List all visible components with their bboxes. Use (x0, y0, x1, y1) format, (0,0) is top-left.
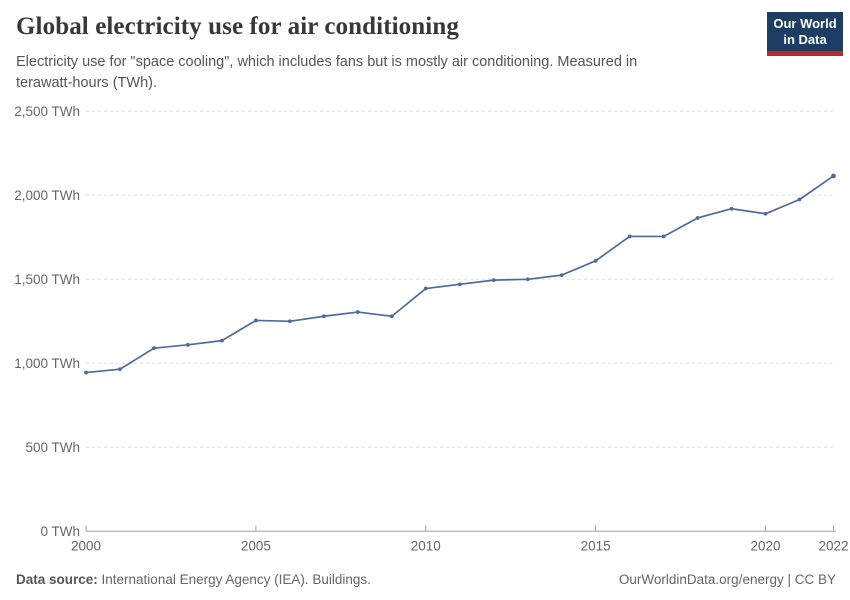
data-point[interactable] (84, 370, 88, 375)
data-point[interactable] (287, 319, 292, 324)
data-point[interactable] (355, 310, 360, 314)
owid-url-link[interactable]: OurWorldinData.org/energy | CC BY (618, 572, 836, 587)
data-point[interactable] (525, 277, 530, 282)
data-point[interactable] (661, 234, 666, 239)
data-source-text: International Energy Agency (IEA). Build… (97, 572, 371, 587)
owid-logo-box: Our World in Data (767, 12, 843, 51)
owid-logo-accent-bar (767, 51, 843, 56)
data-point[interactable] (118, 367, 122, 372)
data-point[interactable] (797, 197, 802, 202)
owid-logo[interactable]: Our World in Data (767, 12, 843, 56)
x-axis-label: 2005 (241, 538, 271, 553)
data-point[interactable] (695, 216, 700, 220)
y-axis-label: 2,500 TWh (14, 104, 80, 119)
x-axis-label: 2000 (71, 538, 101, 553)
data-line[interactable] (85, 175, 835, 374)
chart-subtitle: Electricity use for "space cooling", whi… (16, 54, 638, 91)
x-axis-label: 2022 (818, 538, 848, 553)
data-point[interactable] (186, 342, 190, 347)
y-axis-label: 0 TWh (40, 524, 80, 539)
data-point[interactable] (423, 286, 428, 291)
owid-logo-line2: in Data (783, 32, 827, 47)
data-point[interactable] (627, 234, 632, 239)
data-point[interactable] (559, 273, 564, 277)
data-point[interactable] (729, 206, 734, 211)
page-title: Global electricity use for air condition… (16, 13, 459, 40)
owid-logo-line1: Our World (773, 16, 837, 31)
x-axis-label: 2020 (751, 538, 781, 553)
data-point[interactable] (389, 314, 394, 319)
data-point[interactable] (763, 211, 768, 216)
data-point[interactable] (831, 173, 836, 179)
data-point[interactable] (457, 282, 462, 287)
y-axis-label: 1,000 TWh (14, 356, 80, 371)
data-point[interactable] (253, 318, 258, 323)
y-axis-label: 1,500 TWh (14, 272, 80, 287)
data-point[interactable] (593, 258, 598, 263)
data-point[interactable] (491, 278, 496, 283)
chart-footer: Data source: International Energy Agency… (16, 572, 836, 587)
data-point[interactable] (220, 338, 224, 343)
y-axis-label: 500 TWh (25, 440, 80, 455)
x-axis-label: 2015 (581, 538, 611, 553)
data-point[interactable] (152, 346, 156, 351)
x-axis-label: 2010 (411, 538, 441, 553)
data-source-note: Data source: International Energy Agency… (16, 572, 371, 587)
data-source-label: Data source: (16, 572, 98, 587)
data-point[interactable] (321, 314, 326, 319)
y-axis-label: 2,000 TWh (14, 188, 80, 203)
